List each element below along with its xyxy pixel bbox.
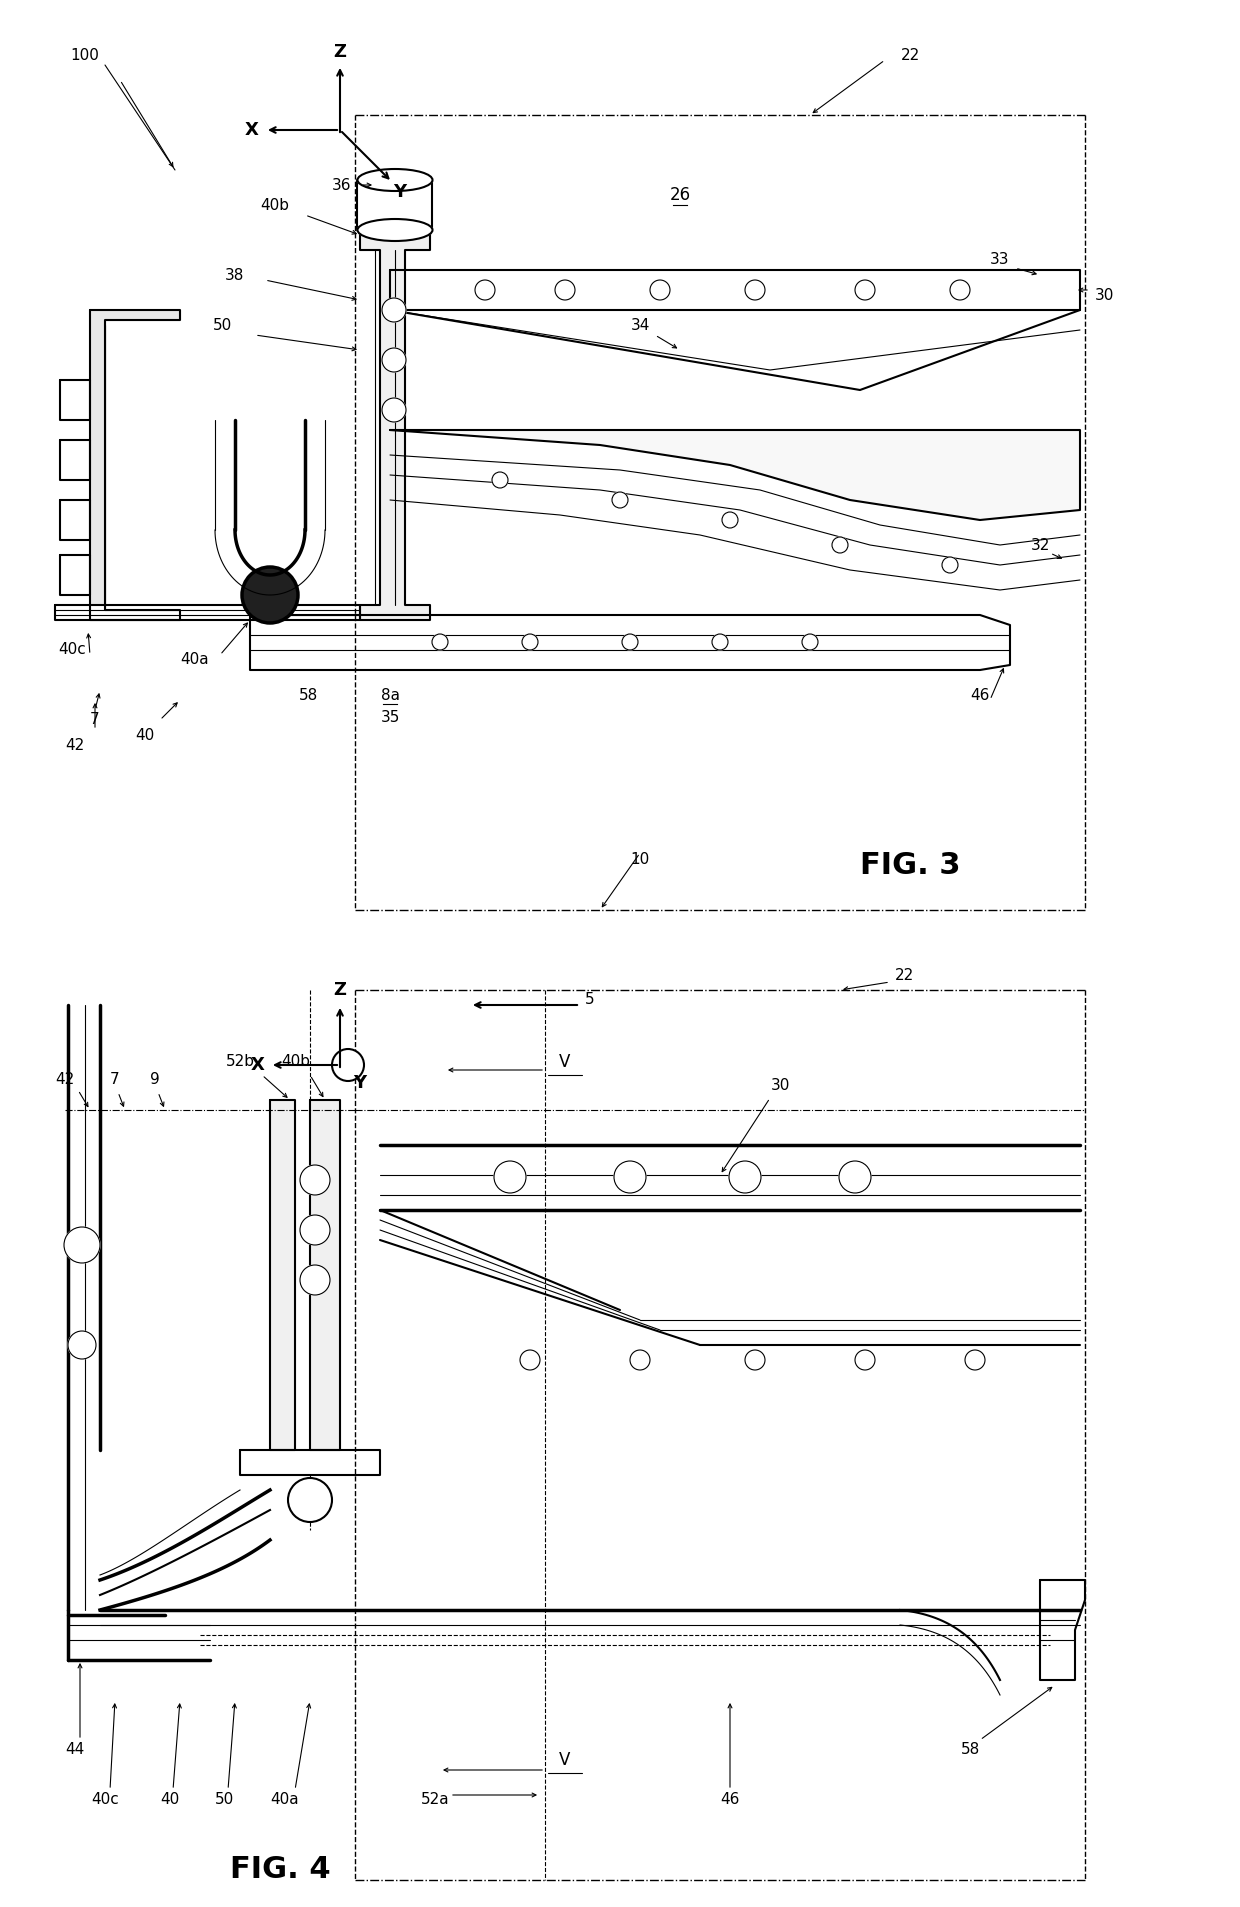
Text: 38: 38: [226, 267, 244, 282]
Circle shape: [729, 1161, 761, 1194]
Polygon shape: [60, 441, 91, 481]
Text: 8a: 8a: [381, 688, 399, 702]
Text: 42: 42: [66, 738, 84, 753]
Circle shape: [300, 1165, 330, 1196]
Text: 50: 50: [212, 317, 232, 332]
Circle shape: [382, 399, 405, 421]
Text: 58: 58: [960, 1743, 980, 1758]
Text: 36: 36: [332, 177, 352, 193]
Polygon shape: [391, 429, 1080, 521]
Text: 7: 7: [110, 1072, 120, 1087]
Text: Y: Y: [353, 1074, 367, 1093]
Text: 7: 7: [91, 713, 99, 727]
Polygon shape: [360, 231, 430, 620]
Text: 46: 46: [971, 688, 990, 702]
Text: 35: 35: [381, 711, 399, 725]
Polygon shape: [310, 1100, 340, 1449]
Text: X: X: [246, 120, 259, 139]
Text: 52a: 52a: [420, 1793, 449, 1808]
Text: FIG. 3: FIG. 3: [859, 851, 960, 879]
Text: 33: 33: [991, 252, 1009, 267]
Text: 40b: 40b: [260, 198, 289, 212]
Circle shape: [332, 1049, 365, 1081]
Circle shape: [722, 511, 738, 528]
Text: 22: 22: [900, 48, 920, 63]
Circle shape: [68, 1331, 95, 1360]
Text: Z: Z: [334, 44, 346, 61]
Circle shape: [382, 347, 405, 372]
Polygon shape: [91, 311, 180, 620]
Circle shape: [950, 280, 970, 299]
Text: 40: 40: [135, 727, 155, 742]
Circle shape: [650, 280, 670, 299]
Text: 26: 26: [670, 187, 691, 204]
Polygon shape: [1040, 1581, 1085, 1680]
Circle shape: [494, 1161, 526, 1194]
Circle shape: [802, 633, 818, 650]
Polygon shape: [250, 614, 1011, 669]
Text: 30: 30: [770, 1077, 790, 1093]
Text: 42: 42: [56, 1072, 74, 1087]
Text: 32: 32: [1030, 538, 1050, 553]
Text: Y: Y: [393, 183, 407, 200]
Text: V: V: [559, 1751, 570, 1770]
Circle shape: [942, 557, 959, 572]
Circle shape: [288, 1478, 332, 1522]
Polygon shape: [391, 271, 1080, 311]
Text: 44: 44: [66, 1743, 84, 1758]
Ellipse shape: [357, 219, 433, 240]
Circle shape: [300, 1264, 330, 1295]
Circle shape: [520, 1350, 539, 1369]
Circle shape: [522, 633, 538, 650]
Circle shape: [745, 280, 765, 299]
Text: 52b: 52b: [226, 1055, 254, 1070]
Text: 5: 5: [585, 992, 595, 1007]
Text: 58: 58: [299, 688, 317, 702]
Circle shape: [556, 280, 575, 299]
Text: 40c: 40c: [91, 1793, 119, 1808]
Circle shape: [614, 1161, 646, 1194]
Circle shape: [622, 633, 639, 650]
Polygon shape: [60, 379, 91, 420]
Text: 34: 34: [630, 317, 650, 332]
Circle shape: [839, 1161, 870, 1194]
Text: V: V: [559, 1053, 570, 1072]
Text: 40b: 40b: [281, 1055, 310, 1070]
Text: 22: 22: [895, 967, 915, 982]
Text: 40c: 40c: [58, 643, 86, 658]
Text: 40a: 40a: [181, 652, 210, 667]
Circle shape: [613, 492, 627, 507]
Circle shape: [630, 1350, 650, 1369]
Circle shape: [832, 538, 848, 553]
Circle shape: [382, 297, 405, 322]
Text: X: X: [250, 1056, 265, 1074]
Circle shape: [492, 473, 508, 488]
Circle shape: [300, 1215, 330, 1245]
Text: 40: 40: [160, 1793, 180, 1808]
Text: 30: 30: [1095, 288, 1115, 303]
Polygon shape: [60, 500, 91, 540]
Text: 50: 50: [216, 1793, 234, 1808]
Polygon shape: [60, 555, 91, 595]
Circle shape: [64, 1226, 100, 1262]
Text: 100: 100: [71, 48, 99, 63]
Circle shape: [432, 633, 448, 650]
Polygon shape: [270, 1100, 295, 1449]
Circle shape: [745, 1350, 765, 1369]
Circle shape: [242, 566, 298, 624]
Polygon shape: [55, 605, 360, 620]
Text: 46: 46: [720, 1793, 740, 1808]
Circle shape: [856, 1350, 875, 1369]
Circle shape: [856, 280, 875, 299]
Polygon shape: [241, 1449, 379, 1474]
Circle shape: [712, 633, 728, 650]
Text: 40a: 40a: [270, 1793, 299, 1808]
Text: Z: Z: [334, 980, 346, 999]
Text: FIG. 4: FIG. 4: [229, 1856, 330, 1884]
Circle shape: [475, 280, 495, 299]
Ellipse shape: [357, 170, 433, 191]
Circle shape: [965, 1350, 985, 1369]
Text: 9: 9: [150, 1072, 160, 1087]
Text: 10: 10: [630, 852, 650, 868]
